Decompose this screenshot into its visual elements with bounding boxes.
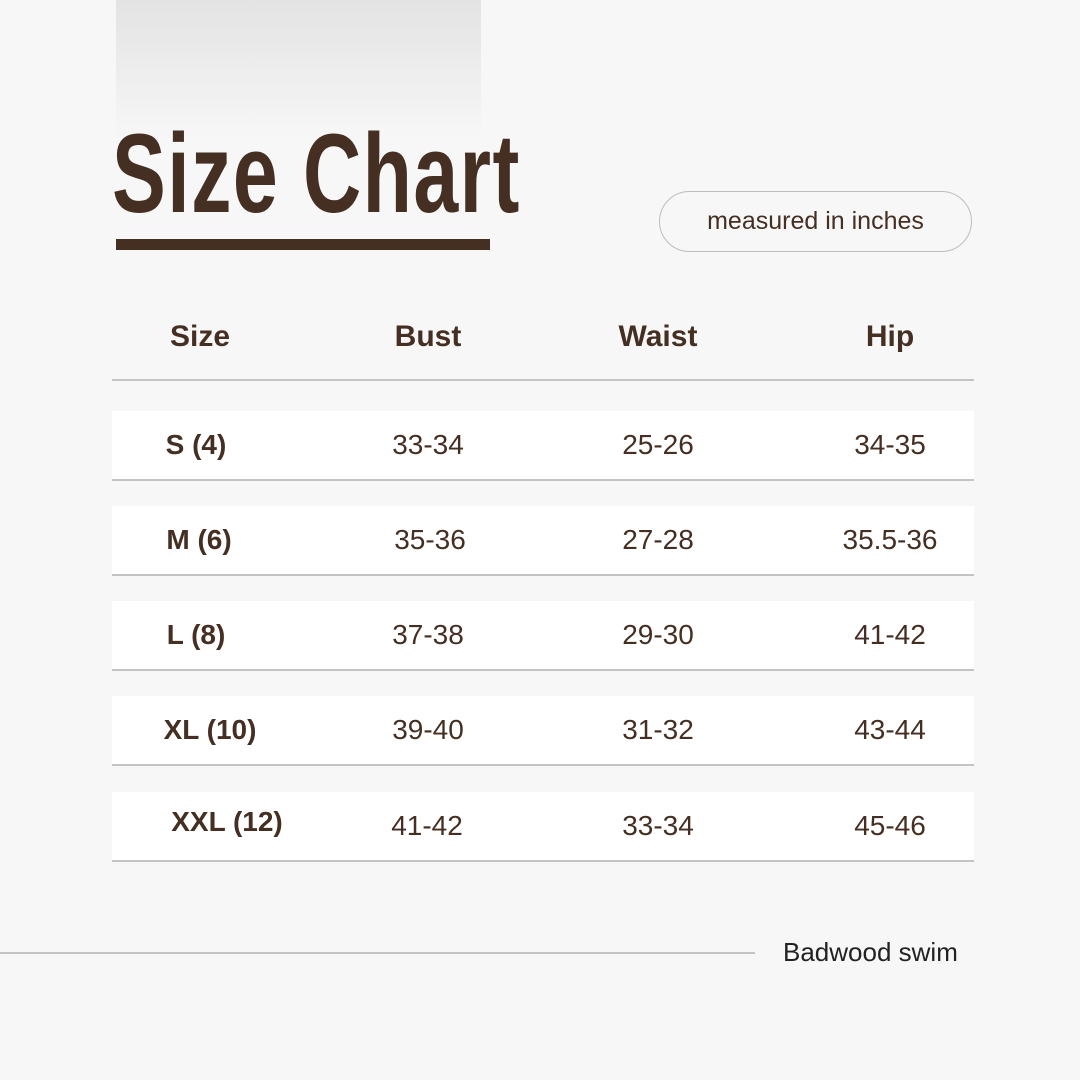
decorative-gradient [116, 0, 481, 140]
unit-note: measured in inches [707, 207, 924, 235]
page-title: Size Chart [112, 111, 521, 236]
size-cell: XXL (12) [171, 806, 283, 837]
unit-note-badge: measured in inches [659, 191, 972, 252]
header-hip: Hip [865, 320, 915, 353]
hip-cell: 35.5-36 [842, 524, 938, 555]
bust-cell: 35-36 [394, 524, 466, 555]
table-row: XL (10) 39-40 31-32 43-44 [112, 696, 974, 766]
size-cell: S (4) [165, 429, 227, 460]
bust-cell: 41-42 [391, 810, 463, 841]
waist-cell: 31-32 [622, 714, 694, 745]
table-row: L (8) 37-38 29-30 41-42 [112, 601, 974, 671]
bust-cell: 39-40 [392, 714, 464, 745]
hip-cell: 41-42 [854, 619, 926, 650]
table-row: XXL (12) 41-42 33-34 45-46 [112, 792, 974, 862]
waist-cell: 29-30 [622, 619, 694, 650]
table-row: M (6) 35-36 27-28 35.5-36 [112, 506, 974, 576]
header-size: Size [169, 320, 231, 353]
header-waist: Waist [618, 320, 698, 353]
hip-cell: 43-44 [854, 714, 926, 745]
size-cell: L (8) [166, 619, 226, 650]
size-cell: XL (10) [163, 714, 257, 745]
table-row: S (4) 33-34 25-26 34-35 [112, 411, 974, 481]
footer-divider [0, 952, 755, 954]
bust-cell: 37-38 [392, 619, 464, 650]
bust-cell: 33-34 [392, 429, 464, 460]
waist-cell: 27-28 [622, 524, 694, 555]
size-cell: M (6) [166, 524, 232, 555]
header-bust: Bust [394, 320, 462, 353]
header-divider [112, 379, 974, 381]
table-header: Size Bust Waist Hip [0, 320, 1080, 360]
waist-cell: 25-26 [622, 429, 694, 460]
hip-cell: 45-46 [854, 810, 926, 841]
hip-cell: 34-35 [854, 429, 926, 460]
brand-name: Badwood swim [783, 937, 958, 967]
waist-cell: 33-34 [622, 810, 694, 841]
title-underline [116, 239, 490, 250]
